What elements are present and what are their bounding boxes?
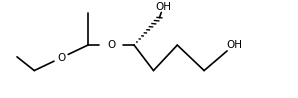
Text: OH: OH — [226, 40, 242, 50]
Text: OH: OH — [155, 2, 171, 12]
Text: O: O — [57, 53, 65, 63]
Text: O: O — [107, 40, 115, 50]
